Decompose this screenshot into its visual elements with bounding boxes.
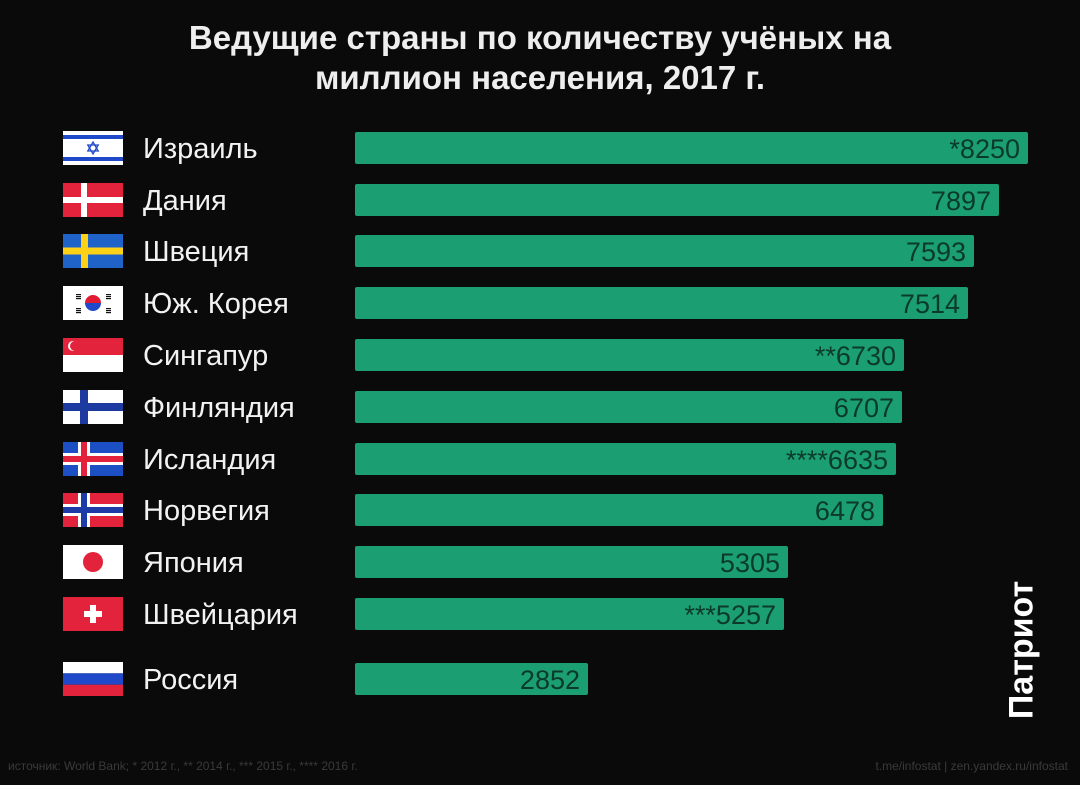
bar-value-label: ****6635: [786, 445, 888, 475]
category-label: Сингапур: [143, 340, 268, 372]
chart-title: Ведущие страны по количеству учёных на м…: [0, 18, 1080, 98]
category-label: Норвегия: [143, 495, 270, 527]
category-label: Юж. Корея: [143, 288, 289, 320]
finland-flag-icon: [63, 390, 123, 424]
category-label: Швейцария: [143, 599, 298, 631]
bar: [355, 494, 883, 526]
bar-value-label: ***5257: [684, 600, 776, 630]
bar: [355, 339, 904, 371]
bar-value-label: 6707: [834, 393, 894, 423]
bar-value-label: 7514: [900, 289, 960, 319]
category-label: Финляндия: [143, 392, 295, 424]
category-label: Дания: [143, 185, 227, 217]
source-note: источник: World Bank; * 2012 г., ** 2014…: [8, 759, 358, 773]
category-label: Израиль: [143, 133, 258, 165]
bar-value-label: 7593: [906, 237, 966, 267]
bar-value-label: **6730: [815, 341, 896, 371]
bar: [355, 546, 788, 578]
israel-flag-icon: [63, 131, 123, 165]
switzerland-flag-icon: [63, 597, 123, 631]
bar: [355, 663, 588, 695]
bar: [355, 132, 1028, 164]
bar: [355, 443, 896, 475]
bar: [355, 184, 999, 216]
sweden-flag-icon: [63, 234, 123, 268]
bar-value-label: 5305: [720, 548, 780, 578]
bar-chart: *8250 Израиль 7897 Дания 7593 Швеция 7514 Юж. К…: [63, 131, 1028, 696]
category-label: Россия: [143, 664, 238, 696]
watermark: Патриот: [1002, 580, 1041, 720]
norway-flag-icon: [63, 493, 123, 527]
bar: [355, 391, 902, 423]
bar: [355, 235, 974, 267]
south-korea-flag-icon: [63, 286, 123, 320]
chart-title-line-2: миллион населения, 2017 г.: [314, 59, 766, 96]
denmark-flag-icon: [63, 183, 123, 217]
bar-value-label: 7897: [931, 186, 991, 216]
iceland-flag-icon: [63, 442, 123, 476]
japan-flag-icon: [63, 545, 123, 579]
bar: [355, 598, 784, 630]
bar-value-label: *8250: [949, 134, 1020, 164]
category-label: Исландия: [143, 444, 276, 476]
chart-title-line-1: Ведущие страны по количеству учёных на: [188, 19, 892, 56]
source-links: t.me/infostat | zen.yandex.ru/infostat: [875, 759, 1068, 773]
bar-value-label: 2852: [520, 665, 580, 695]
bar-value-label: 6478: [815, 496, 875, 526]
singapore-flag-icon: [63, 338, 123, 372]
bar: [355, 287, 968, 319]
russia-flag-icon: [63, 662, 123, 696]
category-label: Япония: [143, 547, 244, 579]
category-label: Швеция: [143, 236, 249, 268]
